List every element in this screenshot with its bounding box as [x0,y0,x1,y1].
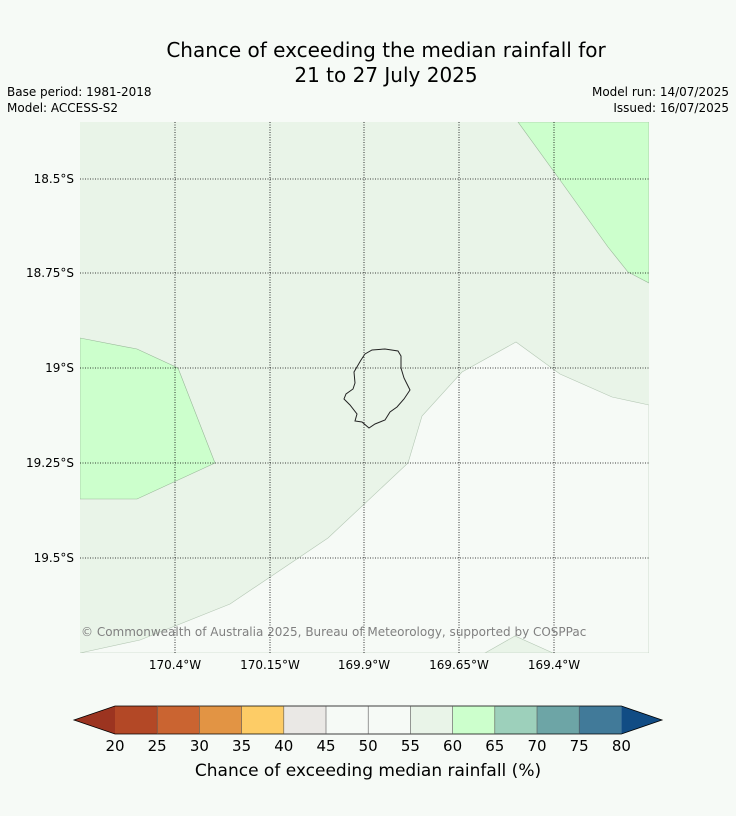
colorbar-under-arrow [74,706,115,734]
colorbar-tick-label: 70 [527,737,546,755]
latitude-label: 19.5°S [34,551,74,565]
region-60-65-north-east [517,122,649,284]
colorbar-tick-label: 25 [148,737,167,755]
longitude-label: 169.65°W [429,658,489,672]
colorbar-tick-label: 50 [359,737,378,755]
colorbar-segment [579,706,622,734]
colorbar-over-arrow [621,706,662,734]
copyright-notice: © Commonwealth of Australia 2025, Bureau… [81,625,587,639]
colorbar-tick-label: 75 [570,737,589,755]
colorbar-segment [115,706,158,734]
colorbar-segment [494,706,537,734]
title-line-2: 21 to 27 July 2025 [294,63,478,87]
colorbar-segment [283,706,326,734]
colorbar-segment [452,706,495,734]
colorbar-tick-label: 40 [274,737,293,755]
longitude-label: 169.4°W [528,658,580,672]
latitude-label: 18.5°S [34,172,74,186]
longitude-label: 170.4°W [149,658,201,672]
colorbar: 20 25 30 35 40 45 50 55 60 65 70 75 80 [72,705,664,755]
colorbar-outline [72,705,664,735]
meta-left: Base period: 1981-2018 Model: ACCESS-S2 [7,84,152,116]
colorbar-tick-label: 55 [401,737,420,755]
longitude-label: 169.9°W [338,658,390,672]
colorbar-segment [199,706,242,734]
region-45-55-south-east [80,341,649,653]
graticule [80,122,649,653]
colorbar-segment [537,706,580,734]
model-name: Model: ACCESS-S2 [7,101,119,115]
colorbar-tick-label: 45 [316,737,335,755]
model-run: Model run: 14/07/2025 [591,85,729,99]
longitude-labels: 170.4°W 170.15°W 169.9°W 169.65°W 169.4°W [149,658,580,672]
meta-right: Model run: 14/07/2025 Issued: 16/07/2025 [592,84,729,116]
colorbar-tick-label: 20 [105,737,124,755]
colorbar-tick-label: 80 [612,737,631,755]
colorbar-label: Chance of exceeding median rainfall (%) [194,761,542,781]
colorbar-tick-label: 30 [190,737,209,755]
latitude-label: 19.25°S [26,456,74,470]
region-55-60-south-wedge [484,635,554,653]
colorbar-segment [368,706,411,734]
colorbar-tick-label: 65 [485,737,504,755]
colorbar-segment [410,706,453,734]
latitude-label: 19°S [45,361,74,375]
issued-date: Issued: 16/07/2025 [613,101,729,115]
title-line-1: Chance of exceeding the median rainfall … [166,38,606,62]
colorbar-segment [241,706,284,734]
latitude-label: 18.75°S [26,266,74,280]
base-period: Base period: 1981-2018 [7,85,152,99]
colorbar-segment [326,706,369,734]
colorbar-segment [157,706,200,734]
map-title: Chance of exceeding the median rainfall … [0,38,736,88]
colorbar-tick-label: 60 [443,737,462,755]
map-area [80,122,649,653]
island-coastline [343,348,411,429]
latitude-labels: 18.5°S 18.75°S 19°S 19.25°S 19.5°S [26,172,74,565]
colorbar-tick-label: 35 [232,737,251,755]
longitude-label: 170.15°W [240,658,300,672]
